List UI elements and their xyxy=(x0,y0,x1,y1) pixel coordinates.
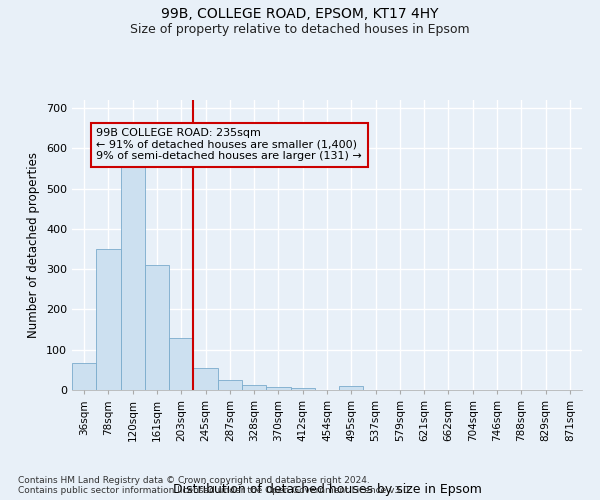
Bar xyxy=(193,368,218,390)
Bar xyxy=(242,385,266,390)
Text: Contains HM Land Registry data © Crown copyright and database right 2024.
Contai: Contains HM Land Registry data © Crown c… xyxy=(18,476,412,495)
Bar xyxy=(266,387,290,390)
Bar xyxy=(290,388,315,390)
Y-axis label: Number of detached properties: Number of detached properties xyxy=(28,152,40,338)
Bar xyxy=(96,249,121,390)
Text: 99B COLLEGE ROAD: 235sqm
← 91% of detached houses are smaller (1,400)
9% of semi: 99B COLLEGE ROAD: 235sqm ← 91% of detach… xyxy=(96,128,362,162)
Bar xyxy=(218,380,242,390)
Text: Size of property relative to detached houses in Epsom: Size of property relative to detached ho… xyxy=(130,22,470,36)
Bar xyxy=(72,362,96,390)
Bar xyxy=(339,386,364,390)
Bar xyxy=(145,265,169,390)
Bar xyxy=(169,338,193,390)
Bar xyxy=(121,162,145,390)
Text: 99B, COLLEGE ROAD, EPSOM, KT17 4HY: 99B, COLLEGE ROAD, EPSOM, KT17 4HY xyxy=(161,8,439,22)
X-axis label: Distribution of detached houses by size in Epsom: Distribution of detached houses by size … xyxy=(173,483,481,496)
